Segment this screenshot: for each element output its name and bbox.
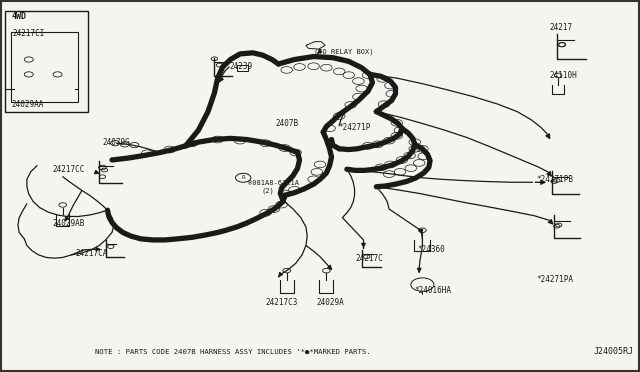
Text: NOTE : PARTS CODE 2407B HARNESS ASSY INCLUDES '*●*MARKED PARTS.: NOTE : PARTS CODE 2407B HARNESS ASSY INC… (95, 349, 371, 355)
Text: 24110H: 24110H (549, 71, 577, 80)
Text: 24029A: 24029A (317, 298, 344, 307)
Text: 24217C: 24217C (355, 254, 383, 263)
Text: 24217CI: 24217CI (13, 29, 45, 38)
Text: *24016HA: *24016HA (415, 286, 452, 295)
Text: *24271P: *24271P (338, 123, 371, 132)
Text: 24217C3: 24217C3 (266, 298, 298, 307)
Text: ®081A8-6121A: ®081A8-6121A (248, 180, 300, 186)
Text: *24271PB: *24271PB (536, 175, 573, 184)
Text: J24005RJ: J24005RJ (594, 347, 634, 356)
Text: (2): (2) (261, 187, 274, 194)
Text: 24029AA: 24029AA (12, 100, 44, 109)
Text: 24217CA: 24217CA (76, 249, 108, 258)
Text: (TO RELAY BOX): (TO RELAY BOX) (314, 48, 373, 55)
Text: R: R (241, 175, 245, 180)
Text: *24271PA: *24271PA (536, 275, 573, 284)
Text: 24217CC: 24217CC (52, 165, 85, 174)
Text: 2407B: 2407B (275, 119, 298, 128)
Text: *24360: *24360 (417, 245, 445, 254)
Text: 24239: 24239 (229, 62, 252, 71)
Text: 4WD: 4WD (12, 12, 26, 21)
Text: 24029AB: 24029AB (52, 219, 85, 228)
Text: 24217: 24217 (549, 23, 572, 32)
Text: 24079G: 24079G (102, 138, 130, 147)
